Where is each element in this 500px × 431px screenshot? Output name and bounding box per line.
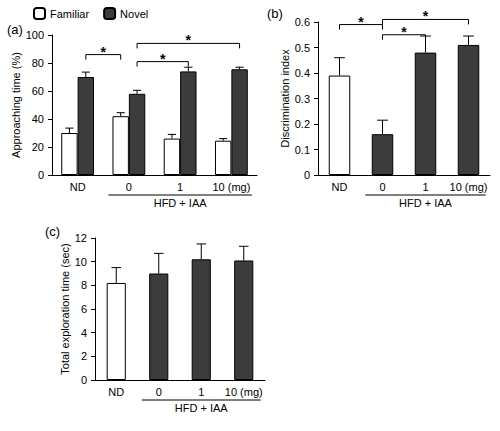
- svg-text:0: 0: [379, 181, 385, 193]
- svg-text:80: 80: [32, 57, 44, 69]
- svg-text:1: 1: [422, 181, 428, 193]
- svg-text:40: 40: [32, 113, 44, 125]
- svg-text:0: 0: [81, 374, 87, 386]
- svg-text:HFD + IAA: HFD + IAA: [175, 402, 229, 414]
- svg-text:HFD + IAA: HFD + IAA: [154, 197, 208, 209]
- svg-text:0: 0: [156, 386, 162, 398]
- svg-text:0.6: 0.6: [295, 16, 310, 28]
- svg-text:ND: ND: [332, 181, 348, 193]
- svg-text:10 (mg): 10 (mg): [450, 181, 488, 193]
- svg-text:*: *: [160, 51, 166, 67]
- svg-text:0: 0: [126, 181, 132, 193]
- svg-text:10 (mg): 10 (mg): [212, 181, 250, 193]
- svg-text:Approaching time (%): Approaching time (%): [10, 52, 22, 158]
- svg-text:*: *: [101, 44, 107, 60]
- svg-text:1: 1: [198, 386, 204, 398]
- svg-text:4: 4: [81, 327, 87, 339]
- svg-text:0.4: 0.4: [295, 67, 310, 79]
- svg-text:Total exploration time (sec): Total exploration time (sec): [59, 243, 71, 374]
- svg-text:0: 0: [304, 169, 310, 181]
- svg-text:10: 10: [75, 256, 87, 268]
- svg-text:60: 60: [32, 85, 44, 97]
- svg-text:*: *: [401, 24, 407, 40]
- svg-text:(c): (c): [45, 224, 60, 239]
- svg-text:(a): (a): [7, 22, 23, 37]
- svg-text:ND: ND: [70, 181, 86, 193]
- svg-text:2: 2: [81, 350, 87, 362]
- svg-text:*: *: [358, 14, 364, 30]
- svg-text:20: 20: [32, 141, 44, 153]
- svg-text:HFD + IAA: HFD + IAA: [399, 197, 453, 209]
- svg-text:0: 0: [38, 169, 44, 181]
- svg-text:0.3: 0.3: [295, 93, 310, 105]
- svg-text:*: *: [186, 32, 192, 48]
- svg-text:0.1: 0.1: [295, 144, 310, 156]
- svg-text:Familiar: Familiar: [50, 8, 89, 20]
- svg-text:Novel: Novel: [120, 8, 148, 20]
- svg-text:0.5: 0.5: [295, 42, 310, 54]
- svg-text:100: 100: [26, 29, 44, 41]
- svg-text:1: 1: [177, 181, 183, 193]
- svg-text:10 (mg): 10 (mg): [225, 386, 263, 398]
- svg-text:0.2: 0.2: [295, 118, 310, 130]
- svg-text:6: 6: [81, 303, 87, 315]
- svg-text:ND: ND: [108, 386, 124, 398]
- svg-text:(b): (b): [267, 6, 283, 21]
- svg-text:8: 8: [81, 279, 87, 291]
- svg-text:Discrimination index: Discrimination index: [279, 49, 291, 148]
- svg-text:*: *: [423, 8, 429, 24]
- svg-text:12: 12: [75, 232, 87, 244]
